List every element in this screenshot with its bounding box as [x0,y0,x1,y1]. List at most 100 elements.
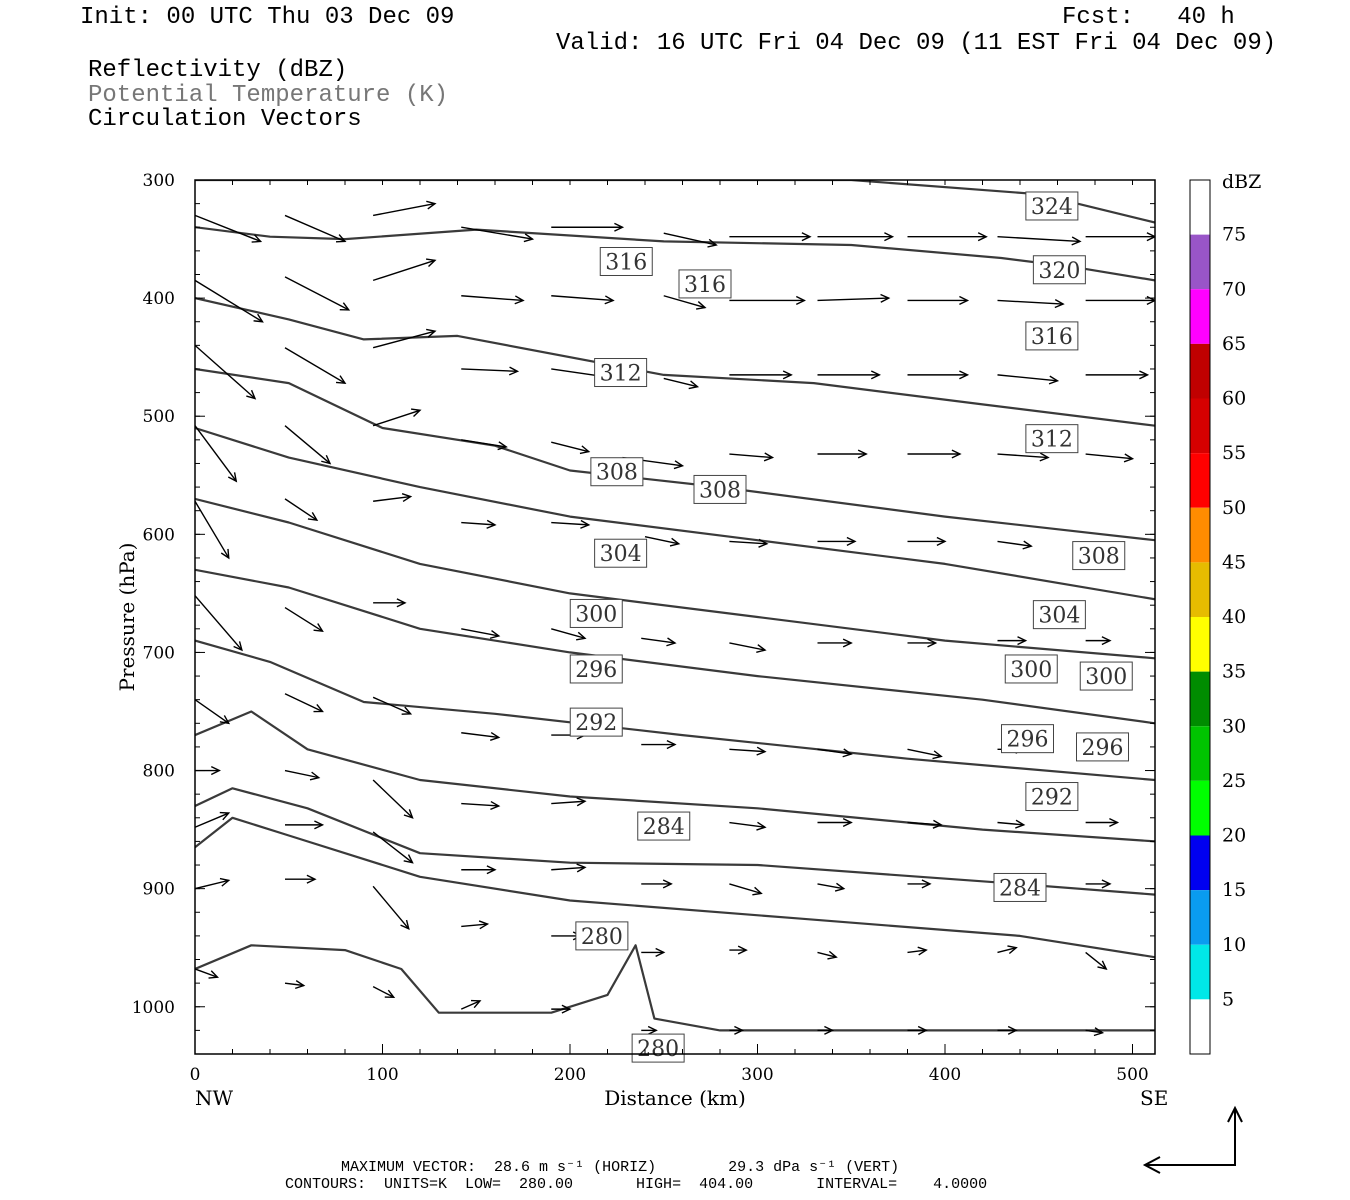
circulation-vector [1085,951,1108,970]
svg-text:296: 296 [1082,736,1124,761]
y-tick-label: 600 [143,525,175,545]
circulation-vector [461,628,501,639]
svg-text:280: 280 [581,925,623,950]
circulation-vector [461,519,497,529]
isentrope-label: 308 [693,474,747,504]
circulation-vector [817,748,853,758]
x-tick-label: 0 [190,1065,201,1085]
colorbar-swatch [1190,999,1210,1054]
circulation-vector [372,200,437,217]
svg-text:312: 312 [1031,428,1073,453]
circulation-vector [729,945,748,955]
circulation-vector [997,945,1018,955]
circulation-vector [373,492,413,503]
circulation-vector [1085,232,1155,242]
svg-text:280: 280 [637,1037,679,1062]
svg-text:316: 316 [605,250,647,275]
circulation-vector [997,819,1026,829]
svg-text:300: 300 [1085,665,1127,690]
isentrope-label: 296 [1001,724,1054,754]
colorbar-swatch [1190,835,1210,891]
colorbar-label: 10 [1222,934,1246,956]
circulation-vector [1085,1027,1105,1037]
circulation-vector [1085,453,1135,463]
colorbar-label: 30 [1222,715,1246,737]
isentrope-label: 284 [637,811,691,841]
circulation-vector [195,595,243,652]
circulation-vector [729,538,769,548]
svg-text:320: 320 [1038,259,1080,284]
circulation-vector [372,258,437,282]
circulation-vector [1085,879,1112,889]
colorbar-label: 50 [1222,497,1246,519]
y-tick-label: 900 [143,880,175,900]
circulation-vector [195,877,231,890]
circulation-vector [284,214,347,243]
circulation-vector [817,817,853,828]
colorbar-swatch [1190,726,1210,781]
svg-text:304: 304 [1038,604,1080,629]
circulation-vector [372,885,410,931]
circulation-vector [1085,370,1150,380]
isentrope-312 [195,367,1155,542]
svg-text:316: 316 [1031,325,1073,350]
maximum-vector-note: MAXIMUM VECTOR: 28.6 m s⁻¹ (HORIZ) 29.3 … [341,1159,900,1176]
circulation-vector [907,1025,928,1035]
isentrope-label: 284 [993,872,1047,902]
svg-text:316: 316 [684,273,726,298]
circulation-vector [460,999,482,1010]
svg-text:324: 324 [1031,195,1073,220]
circulation-vector [817,232,895,242]
colorbar-swatch [1190,180,1210,235]
circulation-vector [372,779,414,819]
circulation-vector [551,797,587,807]
circulation-vector [729,370,793,380]
svg-text:308: 308 [596,461,638,486]
x-axis-label: Distance (km) [604,1086,746,1110]
circulation-vector [817,882,846,892]
circulation-vector [663,377,700,390]
circulation-vector [461,226,535,243]
valid-time: Valid: 16 UTC Fri 04 Dec 09 (11 EST Fri … [556,30,1277,57]
circulation-vector [663,232,718,248]
isentrope-292 [195,710,1155,843]
circulation-vector [284,769,321,781]
colorbar-swatch [1190,780,1210,836]
isentrope-label: 300 [569,598,623,628]
isentrope-label: 280 [575,921,629,951]
isentrope-296 [195,639,1155,782]
circulation-vector [729,746,767,756]
y-tick-label: 700 [143,643,175,663]
y-tick-label: 1000 [132,998,175,1018]
svg-text:296: 296 [575,658,617,683]
circulation-vector [907,232,988,242]
circulation-vector [817,449,868,459]
circulation-vector [907,295,970,306]
circulation-vector [285,820,325,830]
circulation-vector [907,449,962,459]
forecast-hour: Fcst: 40 h [1062,4,1235,31]
field-circulation-vectors: Circulation Vectors [88,106,362,133]
circulation-vector [195,968,220,979]
circulation-vector [641,879,673,889]
circulation-vector [551,628,587,641]
svg-text:284: 284 [999,876,1041,901]
svg-text:292: 292 [1031,786,1073,811]
circulation-vector [729,452,775,462]
svg-text:300: 300 [575,602,617,627]
circulation-vector [551,1004,572,1014]
colorbar-label: 40 [1222,606,1246,628]
circulation-vector [195,214,263,243]
colorbar-label: 20 [1222,825,1246,847]
reference-vector-arrow [1142,1105,1243,1174]
circulation-vector [907,946,928,956]
isentrope-label: 292 [1025,782,1079,812]
circulation-vector [1085,636,1112,646]
circulation-vector [907,819,943,829]
x-left-end-label: NW [195,1086,234,1110]
circulation-vector [729,642,767,654]
x-tick-label: 100 [366,1065,398,1085]
circulation-vector [997,374,1060,385]
colorbar-swatch [1190,343,1210,399]
